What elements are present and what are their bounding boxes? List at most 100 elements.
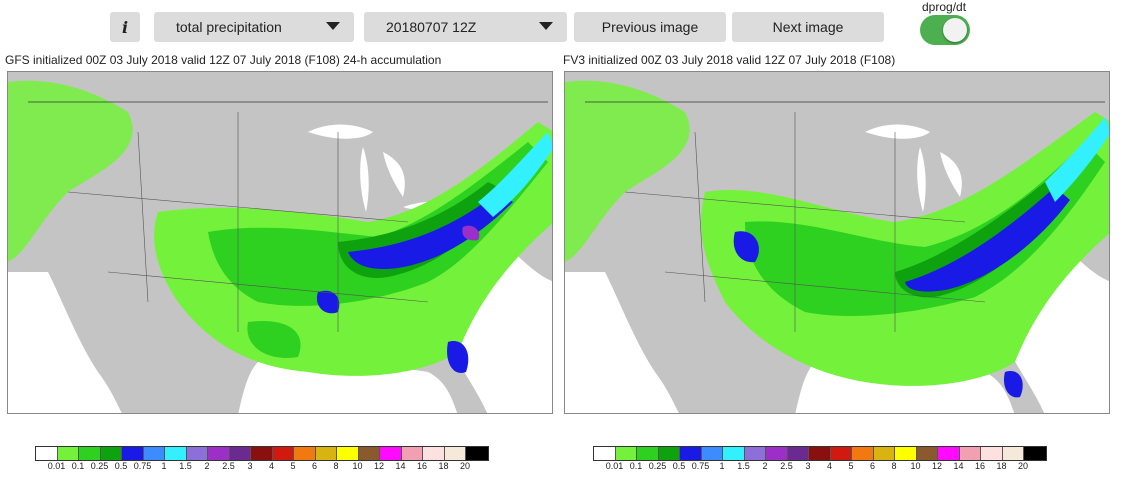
colorbar-tick-label: 18 <box>438 461 449 471</box>
colorbar-tick-label: 6 <box>869 461 876 471</box>
colorbar-swatch <box>1024 447 1046 460</box>
colorbar-tick-label: 20 <box>1017 461 1029 471</box>
colorbar-tick-label: 20 <box>459 461 471 471</box>
colorbar-tick-label: 16 <box>974 461 986 471</box>
colorbar-tick-label: 12 <box>373 461 385 471</box>
colorbar-swatch <box>723 447 745 460</box>
colorbar-tick-label: 14 <box>953 461 964 471</box>
fv3-colorbar-ticks: 0.01 0.1 0.25 0.5 0.75 1 1.5 2 2.5 3 4 5 6 8 10 12 14 16 1… <box>593 461 1045 473</box>
colorbar-tick-label: 4 <box>826 461 833 471</box>
colorbar-swatch <box>873 447 895 460</box>
colorbar-swatch <box>337 447 359 460</box>
colorbar-tick-label: 1.5 <box>737 461 750 471</box>
fv3-map-image <box>565 72 1109 413</box>
colorbar-tick-label: 4 <box>268 461 275 471</box>
colorbar-tick-label: 0.25 <box>90 461 109 471</box>
colorbar-tick-label: 2.5 <box>780 461 793 471</box>
colorbar-swatch <box>165 447 187 460</box>
fv3-precip-map <box>564 71 1110 414</box>
colorbar-swatch <box>122 447 144 460</box>
colorbar-tick-label: 0.75 <box>133 461 152 471</box>
colorbar-swatch <box>401 447 423 460</box>
colorbar-swatch <box>701 447 723 460</box>
colorbar-swatch <box>143 447 165 460</box>
colorbar-tick-label: 16 <box>416 461 428 471</box>
colorbar-tick-label: 3 <box>805 461 811 471</box>
colorbar-tick-label: 8 <box>333 461 339 471</box>
colorbar-swatch <box>444 447 466 460</box>
colorbar-swatch <box>680 447 702 460</box>
fv3-colorbar <box>593 446 1047 461</box>
colorbar-swatch <box>959 447 981 460</box>
next-image-button[interactable]: Next image <box>732 12 884 42</box>
colorbar-swatch <box>809 447 831 460</box>
colorbar-swatch <box>830 447 852 460</box>
colorbar-swatch <box>208 447 230 460</box>
colorbar-swatch <box>423 447 445 460</box>
colorbar-tick-label: 0.25 <box>648 461 667 471</box>
info-button[interactable]: i <box>110 12 140 42</box>
colorbar-tick-label: 0.01 <box>47 461 66 471</box>
colorbar-tick-label: 0.5 <box>672 461 686 471</box>
colorbar-tick-label: 1 <box>161 461 167 471</box>
colorbar-swatch <box>938 447 960 460</box>
colorbar-tick-label: 10 <box>352 461 363 471</box>
colorbar-swatch <box>658 447 680 460</box>
colorbar-swatch <box>79 447 101 460</box>
gfs-panel-title: GFS initialized 00Z 03 July 2018 valid 1… <box>5 53 442 67</box>
toggle-knob <box>943 18 967 42</box>
colorbar-swatch <box>380 447 402 460</box>
colorbar-swatch <box>852 447 874 460</box>
colorbar-tick-label: 2 <box>762 461 768 471</box>
colorbar-swatch <box>294 447 316 460</box>
colorbar-tick-label: 0.1 <box>71 461 85 471</box>
colorbar-tick-label: 5 <box>290 461 296 471</box>
colorbar-swatch <box>787 447 809 460</box>
colorbar-swatch <box>186 447 208 460</box>
colorbar-tick-label: 2.5 <box>222 461 235 471</box>
colorbar-swatch <box>895 447 917 460</box>
colorbar-tick-label: 0.01 <box>605 461 624 471</box>
colorbar-swatch <box>229 447 251 460</box>
field-select[interactable]: total precipitation <box>154 12 354 42</box>
colorbar-tick-label: 18 <box>996 461 1007 471</box>
colorbar-tick-label: 2 <box>204 461 210 471</box>
colorbar-swatch <box>251 447 273 460</box>
colorbar-swatch <box>36 447 58 460</box>
colorbar-swatch <box>916 447 938 460</box>
colorbar-tick-label: 0.75 <box>691 461 710 471</box>
colorbar-tick-label: 6 <box>311 461 318 471</box>
gfs-colorbar-ticks: 0.01 0.1 0.25 0.5 0.75 1 1.5 2 2.5 3 4 5 6 8 10 12 14 16 1… <box>35 461 487 473</box>
colorbar-tick-label: 10 <box>910 461 921 471</box>
colorbar-tick-label: 3 <box>247 461 253 471</box>
gfs-colorbar <box>35 446 489 461</box>
colorbar-tick-label: 5 <box>848 461 854 471</box>
colorbar-tick-label: 0.5 <box>114 461 128 471</box>
colorbar-swatch <box>637 447 659 460</box>
colorbar-swatch <box>981 447 1003 460</box>
time-select-value: 20180707 12Z <box>386 19 477 35</box>
dprog-dt-label: dprog/dt <box>922 0 967 14</box>
colorbar-tick-label: 8 <box>891 461 897 471</box>
chevron-down-icon <box>539 22 553 30</box>
colorbar-swatch <box>615 447 637 460</box>
colorbar-swatch <box>358 447 380 460</box>
colorbar-tick-label: 1 <box>719 461 725 471</box>
time-select[interactable]: 20180707 12Z <box>364 12 567 42</box>
colorbar-tick-label: 1.5 <box>179 461 192 471</box>
previous-image-button[interactable]: Previous image <box>574 12 726 42</box>
chevron-down-icon <box>326 22 340 30</box>
colorbar-swatch <box>744 447 766 460</box>
colorbar-tick-label: 0.1 <box>629 461 643 471</box>
dprog-dt-toggle[interactable] <box>920 15 970 45</box>
colorbar-swatch <box>57 447 79 460</box>
colorbar-swatch <box>766 447 788 460</box>
colorbar-swatch <box>272 447 294 460</box>
gfs-precip-map <box>7 71 553 414</box>
colorbar-swatch <box>100 447 122 460</box>
colorbar-tick-label: 12 <box>931 461 943 471</box>
colorbar-tick-label: 14 <box>395 461 406 471</box>
colorbar-swatch <box>1002 447 1024 460</box>
fv3-panel-title: FV3 initialized 00Z 03 July 2018 valid 1… <box>563 53 896 67</box>
colorbar-swatch <box>594 447 616 460</box>
